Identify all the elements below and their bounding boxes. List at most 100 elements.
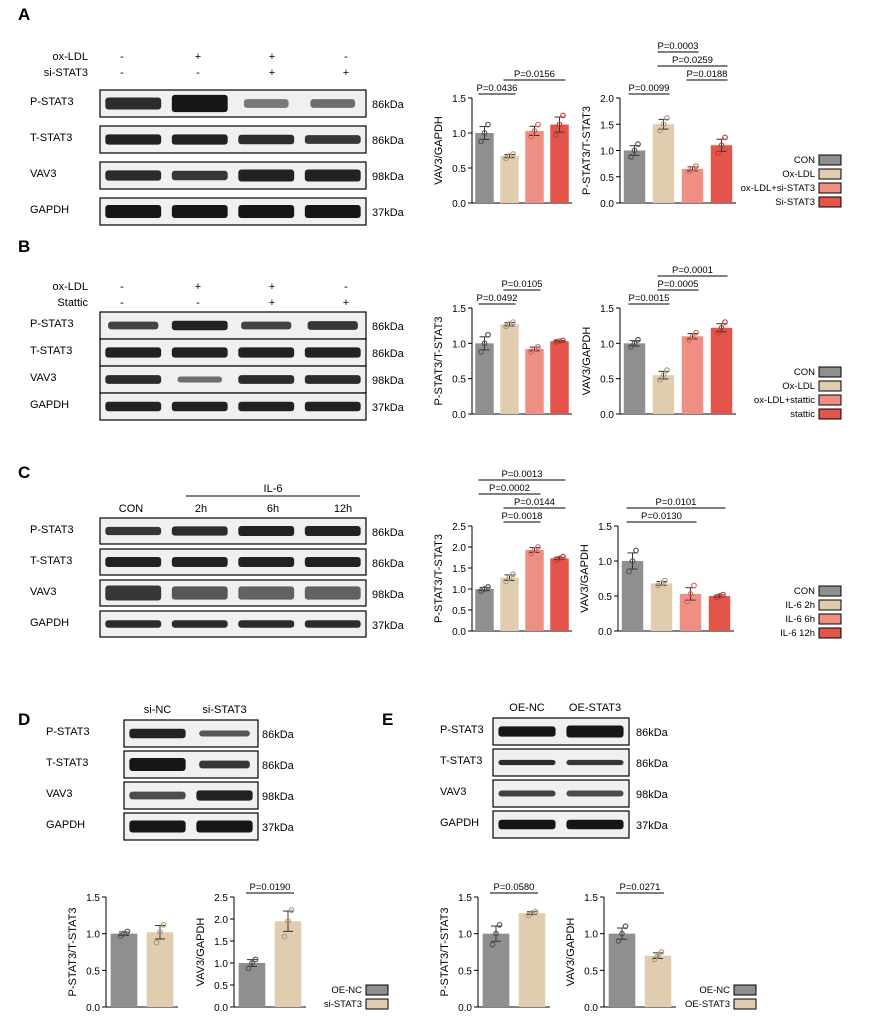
data-point [684,598,690,605]
data-point [631,340,638,347]
data-point [633,547,639,554]
molecular-weight-label: 86kDa [262,729,295,741]
molecular-weight-label: 86kDa [372,135,405,147]
blot-band [304,557,361,567]
lane-label: si-STAT3 [202,704,246,716]
bar [525,130,544,203]
y-tick-label: 1.5 [458,893,472,904]
blot-band [566,790,624,797]
legend-label: OE-STAT3 [685,999,730,1010]
legend-swatch [818,168,842,180]
data-point [691,582,697,589]
condition-label: si-STAT3 [44,67,88,79]
data-point [657,377,663,383]
y-tick-label: 0.5 [86,966,100,977]
condition-sign: - [120,67,124,79]
bar-chart: 0.0 0.5 1.0 1.5 2.0 2.5 P-STAT3/T-STAT3 P=0.001… [433,469,572,638]
legend-label: OE-NC [331,985,362,996]
blot-band [129,728,186,739]
data-point [622,923,629,930]
blot-label: T-STAT3 [30,132,72,144]
p-value-label: P=0.0188 [687,69,728,80]
y-tick-label: 0.5 [600,173,614,184]
legend-label: si-STAT3 [324,999,362,1010]
legend-swatch [818,585,842,597]
bar [482,933,510,1007]
p-value-label: P=0.0156 [514,69,555,80]
bar [500,156,519,203]
blot-band [177,376,223,383]
y-tick-label: 0.0 [452,627,466,638]
condition-sign: + [269,67,275,79]
bar [550,341,569,414]
western-blot-strip [99,338,367,367]
y-tick-label: 1.0 [452,339,466,350]
legend-swatch [818,154,842,166]
blot-label: GAPDH [46,819,85,831]
western-blot-strip [123,719,259,748]
data-point [532,908,539,915]
y-axis-label: VAV3/GAPDH [579,544,591,613]
p-value-label: P=0.0144 [514,497,555,508]
data-point [528,550,534,557]
condition-sign: - [120,281,124,293]
blot-label: T-STAT3 [30,555,72,567]
legend: CON Ox-LDL ox-LDL+si-STAT3 Si-STAT3 [741,154,842,208]
legend-label: OE-NC [699,985,730,996]
molecular-weight-label: 37kDa [262,822,295,834]
lane-label: CON [119,503,144,515]
condition-sign: + [269,281,275,293]
panel-letter: B [18,237,30,256]
y-tick-label: 0.5 [452,375,466,386]
blot-band [129,820,186,833]
y-tick-label: 0.0 [600,410,614,421]
blot-band [171,205,228,218]
y-tick-label: 2.0 [600,94,614,105]
legend-swatch [818,366,842,378]
bar [525,549,544,631]
western-blot-strip [99,517,367,545]
y-tick-label: 1.0 [214,959,228,970]
blot-band [199,730,250,737]
p-value-label: P=0.0492 [477,293,518,304]
y-axis-label: P-STAT3/T-STAT3 [67,907,79,996]
data-point [478,348,484,355]
molecular-weight-label: 98kDa [262,791,295,803]
y-axis-label: P-STAT3/T-STAT3 [433,534,445,623]
data-point [481,340,488,347]
blot-band [304,135,361,144]
legend: CON IL-6 2h IL-6 6h IL-6 12h [780,585,842,639]
legend: OE-NC si-STAT3 [324,984,389,1010]
y-tick-label: 1.5 [600,304,614,315]
blot-band [105,170,162,181]
data-point [160,921,167,928]
lane-label: OE-STAT3 [569,702,621,714]
data-point [531,127,538,134]
y-tick-label: 1.5 [214,937,228,948]
data-point [628,343,634,350]
molecular-weight-label: 98kDa [636,789,669,801]
bar [652,124,675,203]
bar-chart: 0.0 0.5 1.0 1.5 VAV3/GAPDH P=0.0436 P=0.0156 [433,69,572,210]
data-point [288,907,295,914]
data-point [718,324,725,331]
condition-sign: - [120,297,124,309]
legend-label: IL-6 2h [785,600,815,611]
western-blot-strip [99,161,367,190]
data-point [485,584,491,590]
y-tick-label: 1.0 [600,147,614,158]
molecular-weight-label: 86kDa [262,760,295,772]
bar-chart: 0.0 0.5 1.0 1.5 2.0 P-STAT3/T-STAT3 P=0.0099 P=… [581,41,736,210]
blot-band [304,401,361,412]
blot-band [238,401,295,412]
y-tick-label: 0.5 [584,966,598,977]
data-point [693,163,699,170]
data-point [556,121,563,128]
western-blot-strip [99,89,367,118]
data-point [528,133,534,140]
western-blot-strip [492,748,630,777]
y-tick-label: 0.0 [452,199,466,210]
data-point [626,568,632,575]
blot-band [498,790,556,797]
